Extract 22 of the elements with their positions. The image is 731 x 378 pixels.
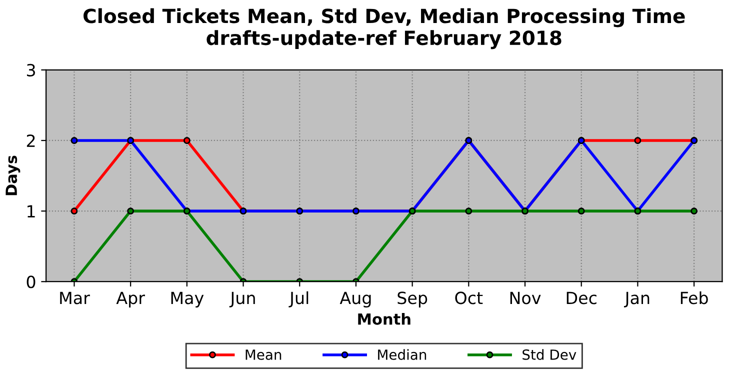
x-tick-label: Dec bbox=[566, 292, 596, 304]
x-tick-label: Sep bbox=[398, 292, 428, 308]
chart-title: Closed Tickets Mean, Std Dev, Median Processing Time drafts-update-ref February 2018 bbox=[84, 8, 685, 50]
x-tick-label: Oct bbox=[455, 292, 483, 304]
legend-label: Mean bbox=[246, 350, 282, 360]
y-tick-label: 0 bbox=[26, 276, 36, 288]
legend-label: Std Dev bbox=[522, 349, 576, 360]
x-tick-label: Mar bbox=[60, 292, 90, 304]
x-tick-label: Nov bbox=[510, 292, 541, 304]
y-axis-title: Days bbox=[6, 156, 20, 196]
y-tick-label: 3 bbox=[26, 64, 35, 76]
legend-label: Median bbox=[378, 349, 426, 360]
x-axis-title: Month bbox=[358, 313, 410, 325]
y-tick-label: 1 bbox=[28, 205, 35, 218]
x-tick-label: Jul bbox=[288, 291, 308, 308]
x-tick-label: May bbox=[171, 292, 204, 308]
y-tick-label: 2 bbox=[26, 134, 35, 147]
x-tick-label: Jun bbox=[229, 292, 255, 308]
x-tick-label: Feb bbox=[680, 291, 708, 304]
x-tick-label: Jan bbox=[624, 292, 650, 308]
x-tick-label: Apr bbox=[116, 292, 145, 308]
x-tick-label: Aug bbox=[340, 292, 371, 308]
